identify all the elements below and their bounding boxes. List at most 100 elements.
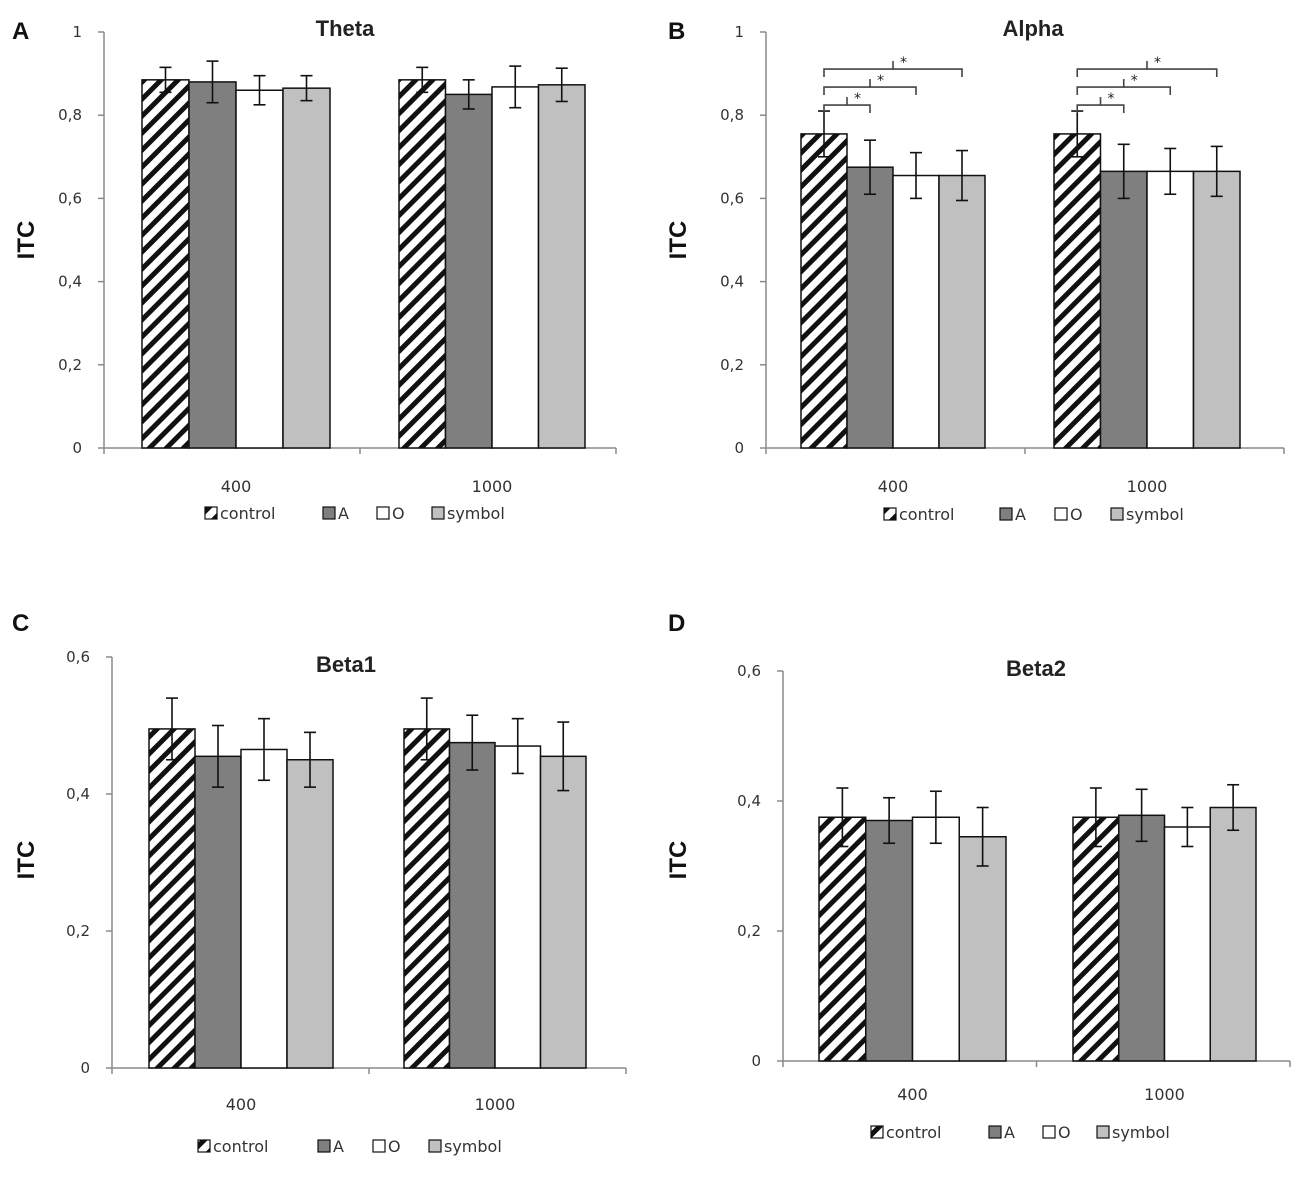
bar-o-1000 [494, 745, 542, 1069]
significance-bracket [1076, 97, 1125, 114]
significance-star: * [1108, 91, 1115, 107]
error-bar [420, 697, 433, 761]
bar-control-400 [148, 728, 196, 1069]
error-bar [836, 787, 849, 848]
category-label: 1000 [1144, 1085, 1185, 1104]
error-bar [509, 65, 522, 109]
bar-control-1000 [398, 79, 447, 449]
error-bar [206, 60, 219, 104]
bar-control-400 [800, 133, 848, 449]
bracket-line [823, 86, 917, 96]
error-bar [557, 721, 570, 792]
y-tick-label: 0,6 [66, 648, 90, 666]
error-bar [956, 149, 968, 202]
legend-swatch-control [883, 507, 897, 521]
y-tick-label: 0,2 [58, 356, 82, 374]
bar-control-1000 [1053, 133, 1102, 449]
significance-bracket [823, 97, 871, 114]
bar-control-1000 [403, 728, 451, 1069]
significance-star: * [854, 91, 861, 107]
error-bar [1164, 147, 1177, 196]
error-bar [555, 67, 568, 103]
legend-label-symbol: symbol [1126, 505, 1184, 524]
error-bar [1227, 783, 1240, 832]
error-bar [166, 697, 178, 761]
error-bar [511, 717, 524, 775]
significance-bracket [823, 61, 963, 78]
chart-title: Alpha [1002, 16, 1064, 41]
legend-swatch-a [999, 507, 1013, 521]
y-axis-label: ITC [13, 841, 40, 880]
legend-label-a: A [1015, 505, 1026, 524]
legend-swatch-control [870, 1125, 884, 1139]
bar-symbol-400 [938, 174, 986, 449]
bar-a-1000 [1118, 814, 1166, 1062]
category-label: 400 [897, 1085, 928, 1104]
error-bar [910, 151, 922, 200]
y-tick-label: 0,6 [720, 189, 744, 207]
bar-a-400 [194, 755, 242, 1069]
y-axis-label: ITC [665, 841, 692, 880]
bar-symbol-400 [282, 87, 331, 449]
error-bar [883, 796, 896, 845]
bar-o-1000 [1146, 170, 1195, 449]
bar-symbol-1000 [1192, 170, 1241, 449]
legend-label-o: O [392, 504, 405, 523]
error-bar [1117, 143, 1130, 200]
bracket-line [1076, 104, 1125, 114]
legend-swatch-a [322, 506, 336, 520]
bar-symbol-400 [286, 759, 334, 1069]
bar-control-1000 [1072, 816, 1120, 1062]
legend-label-control: control [213, 1137, 268, 1156]
y-tick-label: 0,2 [720, 356, 744, 374]
y-tick-label: 0,4 [58, 273, 82, 291]
bar-o-400 [911, 816, 960, 1062]
legend-label-a: A [1004, 1123, 1015, 1142]
legend-label-symbol: symbol [444, 1137, 502, 1156]
bar-control-400 [818, 816, 867, 1062]
bar-symbol-1000 [537, 84, 586, 449]
bar-symbol-1000 [1209, 806, 1257, 1062]
legend-label-control: control [220, 504, 275, 523]
legend-label-a: A [333, 1137, 344, 1156]
legend-label-o: O [1058, 1123, 1071, 1142]
bar-a-1000 [1099, 170, 1148, 449]
y-tick-label: 0,8 [720, 106, 744, 124]
legend-swatch-o [1054, 507, 1068, 521]
panel-label: C [12, 610, 29, 637]
error-bar [929, 790, 942, 845]
category-label: 400 [226, 1095, 257, 1114]
bar-o-400 [235, 89, 284, 449]
bar-a-1000 [448, 741, 496, 1069]
y-tick-label: 0,2 [66, 922, 90, 940]
bar-a-400 [865, 819, 914, 1062]
panel-label: D [668, 610, 685, 637]
legend-swatch-symbol [431, 506, 445, 520]
legend-label-control: control [899, 505, 954, 524]
error-bar [1135, 788, 1148, 843]
chart-title: Beta2 [1006, 656, 1066, 681]
legend-swatch-control [197, 1139, 211, 1153]
y-tick-label: 0,4 [66, 785, 90, 803]
significance-star: * [877, 73, 884, 89]
bar-a-1000 [444, 93, 493, 449]
error-bar [159, 66, 172, 94]
bracket-line [1076, 86, 1172, 96]
error-bar [258, 717, 270, 782]
bracket-line [823, 68, 963, 78]
legend-swatch-o [1042, 1125, 1056, 1139]
y-tick-label: 0,4 [737, 792, 761, 810]
y-tick-label: 1 [72, 23, 82, 41]
legend-label-control: control [886, 1123, 941, 1142]
category-label: 400 [878, 477, 909, 496]
legend-label-o: O [388, 1137, 401, 1156]
y-tick-label: 0,6 [737, 662, 761, 680]
significance-star: * [1154, 55, 1161, 71]
bracket-line [823, 104, 871, 114]
error-bar [462, 79, 475, 110]
legend-swatch-o [376, 506, 390, 520]
error-bar [300, 74, 313, 102]
category-label: 1000 [1127, 477, 1168, 496]
